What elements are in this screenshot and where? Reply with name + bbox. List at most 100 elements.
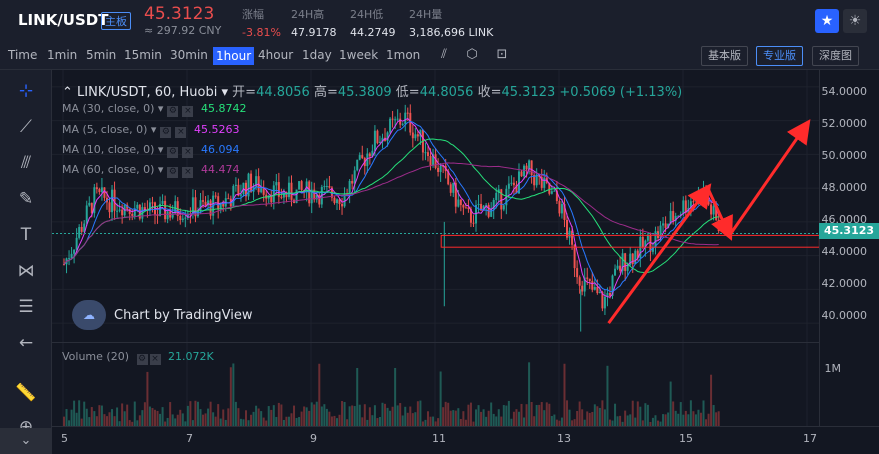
pattern-icon[interactable]: ⋈ (17, 261, 35, 281)
volume-bar (224, 419, 227, 426)
volume-bar (131, 421, 134, 426)
candle-body (717, 219, 720, 231)
ma30-legend[interactable]: MA (30, close, 0) ▾ ⚙ × 45.8742 (62, 102, 247, 117)
chart-canvas[interactable] (52, 70, 879, 454)
volume-bar (209, 401, 212, 426)
arrow-left-icon[interactable]: ← (18, 333, 34, 353)
candle-body (282, 192, 285, 198)
tf-1hour[interactable]: 1hour (213, 47, 255, 65)
candle-body (199, 200, 202, 211)
candle-body (611, 275, 614, 296)
candle-body (338, 199, 341, 204)
close-icon[interactable]: × (182, 106, 194, 117)
candle-body (128, 208, 131, 214)
ma10-legend[interactable]: MA (10, close, 0) ▾ ⚙ × 46.094 (62, 143, 240, 158)
gear-icon[interactable]: ⚙ (167, 106, 179, 117)
candle-body (343, 193, 346, 207)
tf-1min[interactable]: 1min (47, 48, 78, 62)
close-icon[interactable]: × (175, 127, 187, 138)
candle-body (596, 286, 599, 294)
tf-15min[interactable]: 15min (124, 48, 162, 62)
date-tick: 13 (557, 432, 571, 445)
ma5-legend[interactable]: MA (5, close, 0) ▾ ⚙ × 45.5263 (62, 123, 240, 138)
volume-bar (459, 418, 462, 426)
volume-bar (555, 419, 558, 426)
stat-label: 24H高 (291, 8, 325, 21)
price-chart[interactable]: ⌃ LINK/USDT, 60, Huobi ▾ 开=44.8056 高=45.… (52, 70, 879, 454)
volume-bar (136, 420, 139, 426)
close-icon[interactable]: × (182, 147, 194, 158)
pane-separator[interactable] (52, 342, 819, 343)
candle-body (464, 207, 467, 209)
legend-title[interactable]: LINK/USDT, 60, Huobi (77, 85, 218, 100)
brush-icon[interactable]: ✎ (18, 189, 34, 209)
pair-name[interactable]: LINK/USDT (18, 11, 109, 29)
gear-icon[interactable]: ⚙ (167, 147, 179, 158)
candle-body (507, 183, 510, 189)
candle-body (477, 203, 480, 205)
tf-1day[interactable]: 1day (302, 48, 332, 62)
volume-bar (295, 417, 298, 426)
candle-body (313, 189, 316, 200)
star-icon[interactable]: ★ (815, 9, 839, 33)
volume-bar (222, 409, 225, 426)
volume-bar (280, 404, 283, 426)
volume-bar (669, 381, 672, 426)
candle-body (214, 195, 217, 197)
legend-toggle-icon[interactable]: ⌃ (62, 85, 78, 100)
sun-icon[interactable]: ☀ (843, 9, 867, 33)
close-icon[interactable]: × (182, 167, 194, 178)
chevron-down-icon[interactable]: ⌄ (0, 428, 52, 454)
volume-bar (687, 414, 690, 426)
view-basic[interactable]: 基本版 (701, 46, 748, 66)
price-axis[interactable]: 54.0000 52.0000 50.0000 48.0000 46.0000 … (819, 70, 879, 426)
candle-body (171, 213, 174, 218)
candle-body (202, 200, 205, 202)
view-pro[interactable]: 专业版 (756, 46, 803, 66)
gear-icon[interactable]: ⚙ (167, 167, 179, 178)
candle-body (482, 205, 485, 211)
volume-bar (692, 411, 695, 426)
indicator-icon[interactable]: ⫽ (441, 47, 447, 62)
gear-icon[interactable]: ⚙ (136, 354, 148, 365)
volume-bar (151, 408, 154, 426)
crosshair-icon[interactable]: ⊹ (18, 81, 34, 101)
view-depth[interactable]: 深度图 (812, 46, 859, 66)
tf-5min[interactable]: 5min (86, 48, 117, 62)
trendline-icon[interactable]: ⟋ (20, 117, 32, 137)
fib-icon[interactable]: ☰ (18, 297, 34, 317)
volume-bar (667, 412, 670, 426)
ma-value: 45.5263 (193, 123, 240, 136)
text-icon[interactable]: T (20, 225, 32, 245)
volume-tick: 1M (824, 362, 842, 375)
gear-icon[interactable]: ⚙ (160, 127, 172, 138)
tf-1mon[interactable]: 1mon (386, 48, 421, 62)
candle-body (540, 176, 543, 188)
candle-body (394, 119, 397, 121)
candle-body (95, 187, 98, 190)
ma60-legend[interactable]: MA (60, close, 0) ▾ ⚙ × 44.474 (62, 163, 240, 178)
volume-bar (179, 409, 182, 426)
tradingview-logo[interactable]: ☁ Chart by TradingView (72, 300, 252, 330)
tf-30min[interactable]: 30min (170, 48, 208, 62)
tf-1week[interactable]: 1week (339, 48, 379, 62)
screenshot-icon[interactable]: ⊡ (496, 47, 508, 62)
candle-body (371, 150, 374, 157)
pitchfork-icon[interactable]: ⫻ (20, 153, 32, 173)
candle-body (457, 199, 460, 207)
tf-4hour[interactable]: 4hour (258, 48, 294, 62)
volume-bar (237, 408, 240, 426)
tf-time[interactable]: Time (8, 48, 38, 62)
close-icon[interactable]: × (149, 354, 161, 365)
settings-icon[interactable]: ⬡ (466, 47, 478, 62)
candle-body (409, 112, 412, 133)
candle-body (196, 210, 199, 217)
candle-body (588, 278, 591, 282)
candle-body (657, 231, 660, 239)
candle-body (244, 182, 247, 197)
volume-bar (424, 419, 427, 426)
volume-bar (325, 408, 328, 426)
high-value: 45.3809 (337, 85, 392, 100)
ruler-icon[interactable]: 📏 (15, 383, 37, 403)
volume-legend[interactable]: Volume (20) ⚙ × 21.072K (62, 350, 214, 365)
